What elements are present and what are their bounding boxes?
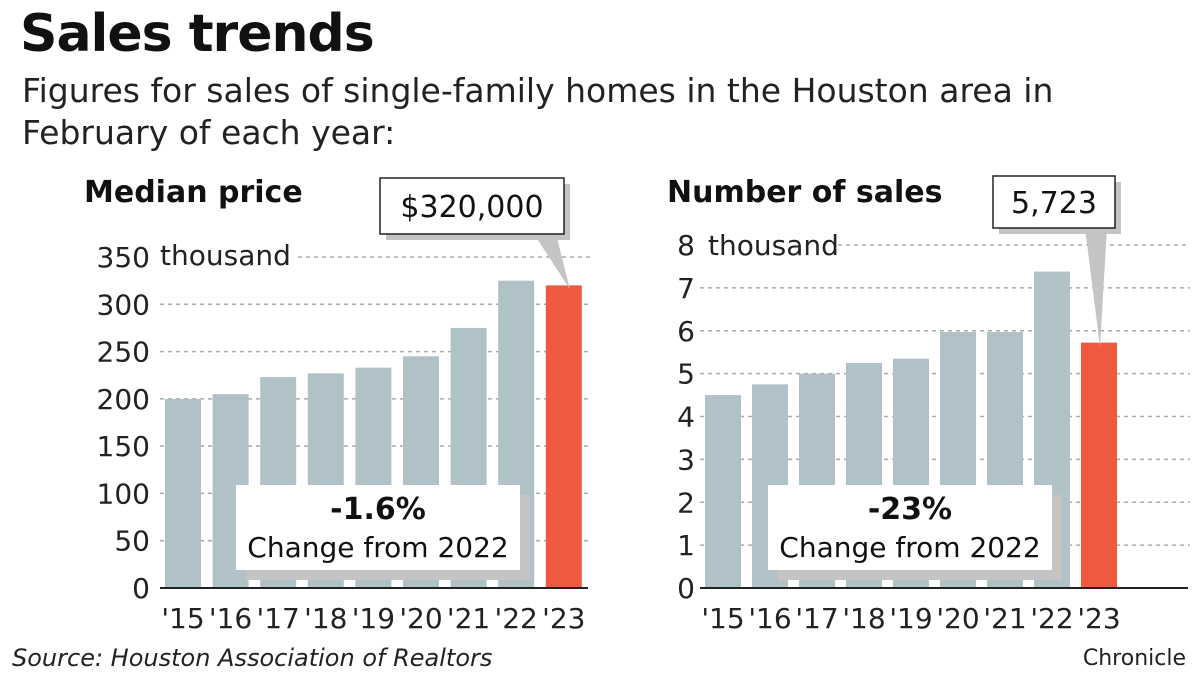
price-y-tick-label: 300 — [97, 288, 150, 321]
price-callout-value: $320,000 — [400, 190, 543, 225]
sales-y-tick-label: 8 — [677, 229, 695, 262]
sales-callout-pointer — [1085, 228, 1107, 347]
price-y-unit-label: thousand — [160, 239, 291, 272]
sales-x-tick-label: '17 — [795, 602, 838, 635]
sales-x-tick-label: '18 — [842, 602, 885, 635]
price-x-tick-label: '17 — [257, 602, 300, 635]
sales-y-tick-label: 3 — [677, 443, 695, 476]
price-y-tick-label: 250 — [97, 336, 150, 369]
price-bar — [545, 285, 582, 588]
sales-x-tick-label: '16 — [748, 602, 791, 635]
sales-x-tick-label: '20 — [936, 602, 979, 635]
sales-x-tick-label: '22 — [1030, 602, 1073, 635]
price-x-tick-label: '23 — [542, 602, 585, 635]
credit-label: Chronicle — [1082, 646, 1186, 671]
source-note: Source: Houston Association of Realtors — [12, 644, 493, 672]
sales-y-tick-label: 5 — [677, 358, 695, 391]
price-x-tick-label: '16 — [209, 602, 252, 635]
sales-x-tick-label: '23 — [1077, 602, 1120, 635]
sales-y-tick-label: 7 — [677, 272, 695, 305]
price-change-value: -1.6% — [330, 492, 426, 527]
sales-y-tick-label: 0 — [677, 572, 695, 605]
price-bar — [165, 398, 201, 588]
price-y-tick-label: 150 — [97, 430, 150, 463]
sales-x-tick-label: '21 — [983, 602, 1026, 635]
price-x-tick-label: '22 — [495, 602, 538, 635]
price-callout-pointer — [534, 234, 570, 290]
price-change-box — [236, 485, 520, 570]
price-callout-box — [379, 177, 565, 235]
price-x-tick-label: '19 — [352, 602, 395, 635]
sales-x-tick-label: '15 — [701, 602, 744, 635]
price-x-tick-label: '20 — [399, 602, 442, 635]
sales-bar — [705, 395, 741, 588]
price-y-tick-label: 100 — [97, 477, 150, 510]
price-y-tick-label: 350 — [97, 241, 150, 274]
sales-y-tick-label: 6 — [677, 315, 695, 348]
sales-x-tick-label: '19 — [889, 602, 932, 635]
sales-y-tick-label: 2 — [677, 486, 695, 519]
sales-change-label: Change from 2022 — [779, 531, 1040, 564]
price-x-tick-label: '18 — [304, 602, 347, 635]
price-chart-title: Median price — [84, 175, 303, 210]
price-x-tick-label: '21 — [447, 602, 490, 635]
sales-bar — [1081, 342, 1117, 588]
sales-y-tick-label: 1 — [677, 529, 695, 562]
price-y-tick-label: 200 — [97, 383, 150, 416]
sales-callout-box — [992, 175, 1116, 229]
price-x-tick-label: '15 — [161, 602, 204, 635]
page-title: Sales trends — [20, 4, 375, 64]
page-subtitle: Figures for sales of single-family homes… — [22, 71, 1054, 152]
sales-change-value: -23% — [868, 492, 952, 527]
price-change-label: Change from 2022 — [247, 531, 508, 564]
price-y-tick-label: 0 — [132, 572, 150, 605]
sales-chart-title: Number of sales — [667, 175, 942, 210]
sales-y-tick-label: 4 — [677, 401, 695, 434]
price-y-tick-label: 50 — [114, 525, 150, 558]
sales-change-box — [768, 485, 1052, 570]
median-price-chart: Median price 0 50 100 150 200 250 300 350 thousan… — [84, 175, 590, 635]
sales-y-unit-label: thousand — [708, 229, 839, 262]
sales-callout-value: 5,723 — [1011, 186, 1097, 221]
